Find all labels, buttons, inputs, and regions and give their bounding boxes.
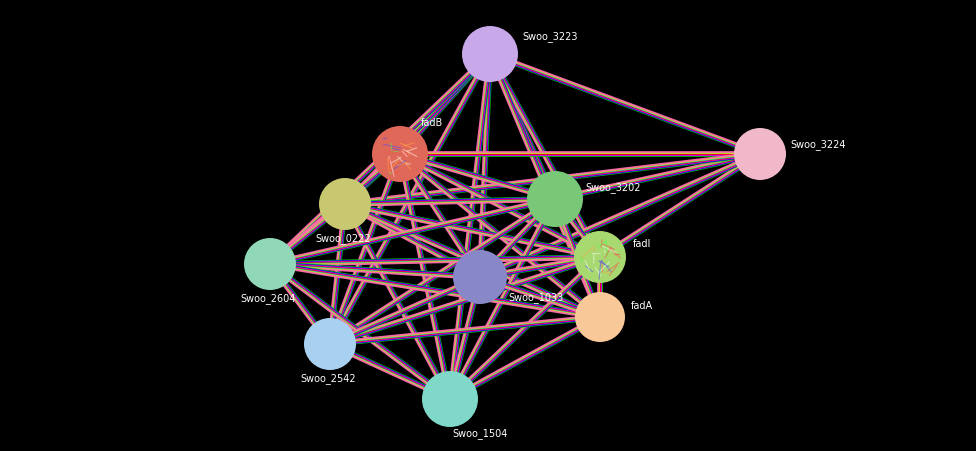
Text: Swoo_3202: Swoo_3202 xyxy=(586,182,641,193)
Circle shape xyxy=(574,231,626,283)
Circle shape xyxy=(304,318,356,370)
Text: Swoo_2604: Swoo_2604 xyxy=(240,293,296,304)
Text: fadA: fadA xyxy=(630,300,653,310)
Circle shape xyxy=(575,292,625,342)
Text: Swoo_1504: Swoo_1504 xyxy=(452,428,508,438)
Circle shape xyxy=(372,127,428,183)
Text: Swoo_3224: Swoo_3224 xyxy=(791,139,846,150)
Text: Swoo_3223: Swoo_3223 xyxy=(522,32,578,42)
Text: Swoo_1033: Swoo_1033 xyxy=(508,292,563,303)
Circle shape xyxy=(462,27,518,83)
Circle shape xyxy=(319,179,371,230)
Circle shape xyxy=(734,129,786,180)
Text: fadI: fadI xyxy=(632,239,651,249)
Circle shape xyxy=(244,239,296,290)
Text: fadB: fadB xyxy=(421,118,443,128)
Circle shape xyxy=(453,250,507,304)
Circle shape xyxy=(422,371,478,427)
Text: Swoo_0222: Swoo_0222 xyxy=(315,233,371,244)
Text: Swoo_2542: Swoo_2542 xyxy=(301,373,356,384)
Circle shape xyxy=(527,172,583,227)
